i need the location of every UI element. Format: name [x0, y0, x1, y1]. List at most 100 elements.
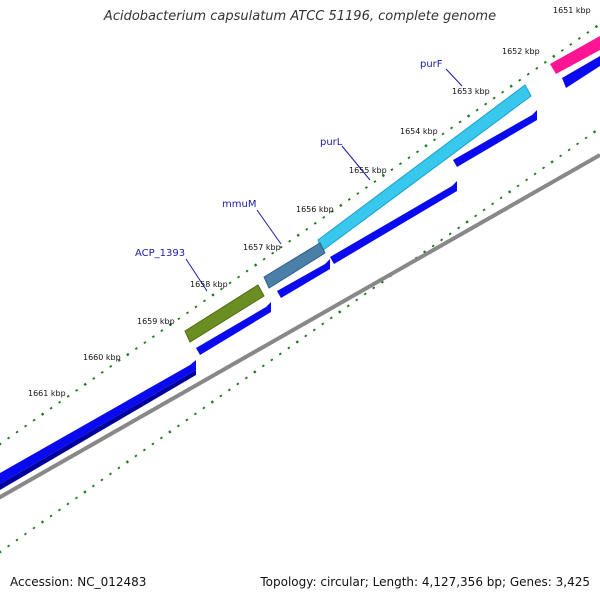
inner-ring-tick: [584, 136, 588, 140]
gene-labels: purF purL mmuM ACP_1393: [135, 59, 443, 259]
inner-ring-tick: [253, 370, 257, 374]
outer-ring-tick: [458, 120, 462, 124]
outer-ring-tick: [24, 424, 28, 428]
outer-ring-tick: [151, 335, 155, 339]
tick-label-1651: 1651 kbp: [553, 6, 591, 15]
inner-ring-tick: [117, 466, 121, 470]
inner-ring-tick: [66, 502, 70, 506]
inner-ring-tick: [202, 406, 206, 410]
inner-ring-tick: [49, 514, 53, 518]
cds-arrow-4: [330, 181, 457, 264]
tick-labels: 1651 kbp 1652 kbp 1653 kbp 1654 kbp 1655…: [28, 6, 591, 398]
outer-ring-tick: [160, 329, 164, 333]
inner-ring-tick: [134, 454, 138, 458]
outer-ring-tick: [296, 233, 300, 237]
outer-ring-tick: [373, 180, 377, 184]
inner-ring-tick: [491, 202, 495, 206]
gene-mmuM-bar: [263, 242, 326, 289]
outer-ring-tick: [560, 48, 564, 52]
outer-ring-tick: [237, 275, 241, 279]
outer-ring-tick: [543, 60, 547, 64]
inner-ring-tick: [261, 364, 265, 368]
outer-ring-tick: [245, 269, 249, 273]
inner-ring-tick: [176, 424, 180, 428]
inner-ring-tick: [236, 382, 240, 386]
cds-arrow-5: [453, 110, 537, 167]
inner-ring-tick: [355, 298, 359, 302]
cds-arrow-2: [196, 302, 271, 355]
gene-ACP_1393-bar: [184, 284, 265, 343]
outer-ring-tick: [594, 24, 599, 29]
tick-label-1657: 1657 kbp: [243, 243, 281, 252]
inner-ring-tick: [422, 250, 427, 254]
inner-ring-tick: [91, 484, 95, 488]
inner-ring-tick: [304, 334, 308, 338]
outer-ring-tick: [586, 31, 590, 34]
tick-label-1654: 1654 kbp: [400, 127, 438, 136]
inner-ring-tick: [142, 448, 146, 452]
inner-ring-tick: [125, 460, 130, 464]
pink-feature: [550, 36, 600, 74]
outer-ring-tick: [441, 132, 445, 136]
outer-ring-tick: [58, 400, 62, 404]
outer-ring-tick: [168, 323, 173, 327]
inner-ring-tick: [185, 418, 189, 422]
outer-ring-tick: [415, 150, 419, 154]
backbone-line: [0, 153, 600, 500]
inner-ring-tick: [542, 166, 546, 170]
outer-ring-tick: [92, 376, 96, 380]
inner-ring-tick: [338, 310, 342, 314]
inner-ring-tick: [312, 328, 316, 332]
inner-ring-tick: [74, 496, 78, 500]
inner-ring-tick: [23, 532, 27, 536]
inner-ring-tick: [329, 316, 333, 320]
inner-ring-tick: [440, 238, 444, 242]
inner-ring-tick: [559, 154, 563, 158]
map-title: Acidobacterium capsulatum ATCC 51196, co…: [103, 9, 497, 24]
outer-ring-tick: [407, 156, 411, 160]
outer-ring-tick: [177, 317, 181, 321]
accession-text: Accession: NC_012483: [10, 575, 147, 589]
inner-ring-tick: [193, 412, 197, 416]
cds-arrow-3: [277, 259, 330, 298]
inner-ring-tick: [474, 214, 478, 218]
outer-ring-tick: [228, 281, 232, 285]
gene-label-purL: purL: [320, 137, 343, 148]
outer-ring-tick: [117, 359, 121, 362]
cds-arrow-1-shade: [0, 370, 196, 490]
inner-ring-tick: [108, 472, 112, 476]
inner-ring-tick: [380, 280, 384, 284]
outer-ring-tick: [194, 305, 198, 309]
outer-ring-tick: [40, 412, 45, 416]
inner-ring-tick: [525, 178, 529, 182]
outer-ring-tick: [339, 203, 343, 208]
outer-ring-tick: [390, 168, 394, 172]
gene-track: [184, 84, 532, 343]
tick-label-1660: 1660 kbp: [83, 353, 121, 362]
outer-ring-tick: [271, 251, 275, 255]
outer-ring-tick: [398, 162, 402, 166]
outer-ring-tick: [202, 299, 206, 303]
outer-ring-tick: [450, 126, 454, 130]
inner-ring-tick: [346, 304, 350, 308]
inner-ring-tick: [448, 232, 452, 236]
outer-ring-tick: [577, 37, 581, 40]
outer-ring-tick: [100, 371, 104, 374]
inner-ring-tick: [533, 172, 537, 176]
inner-ring-tick: [159, 436, 163, 440]
inner-ring-tick: [465, 220, 469, 224]
inner-ring-tick: [15, 538, 19, 542]
tick-label-1656: 1656 kbp: [296, 205, 334, 214]
tick-label-1661: 1661 kbp: [28, 389, 66, 398]
outer-ring-tick: [66, 394, 70, 398]
inner-ring-tick: [592, 130, 597, 134]
outer-ring-tick: [552, 54, 556, 59]
outer-ring-tick: [484, 102, 488, 106]
outer-ring-tick: [364, 186, 368, 189]
inner-ring-tick: [151, 442, 155, 446]
inner-ring-tick: [244, 376, 248, 380]
inner-ring-tick: [40, 520, 45, 524]
cds-arrow-1: [0, 360, 196, 484]
outer-ring-tick: [211, 293, 215, 297]
outer-ring-tick: [501, 90, 505, 94]
